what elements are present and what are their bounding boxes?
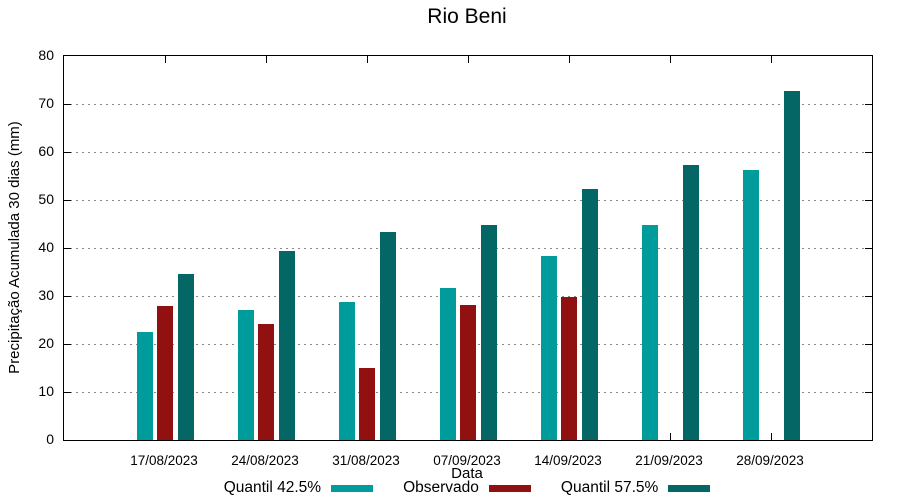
- bar: [581, 189, 598, 440]
- plot-area: [63, 55, 873, 441]
- gridline-y-60: [64, 152, 872, 153]
- y-tick-label: 30: [38, 287, 54, 303]
- bar: [258, 323, 274, 440]
- bar: [359, 368, 375, 440]
- x-tick-label: 24/08/2023: [231, 453, 299, 468]
- bar: [540, 255, 557, 440]
- y-tick-mark-left: [64, 104, 71, 105]
- x-tick-label: 28/09/2023: [736, 453, 804, 468]
- bar: [177, 273, 194, 440]
- y-tick-mark-left: [64, 296, 71, 297]
- legend-entry: Observado: [403, 479, 531, 497]
- y-tick-label: 70: [38, 95, 54, 111]
- bar: [682, 164, 699, 440]
- legend-label: Quantil 57.5%: [560, 479, 659, 496]
- legend-swatch: [668, 484, 711, 492]
- x-tick-mark-top: [266, 56, 267, 63]
- bar: [338, 302, 355, 440]
- y-tick-mark-left: [64, 152, 71, 153]
- gridline-y-30: [64, 296, 872, 297]
- bar: [561, 296, 577, 440]
- bar: [641, 224, 658, 440]
- x-tick-mark-top: [165, 56, 166, 63]
- y-tick-mark-right: [865, 344, 872, 345]
- x-tick-label: 07/09/2023: [433, 453, 501, 468]
- bar: [237, 309, 254, 440]
- legend-entry: Quantil 57.5%: [560, 479, 711, 497]
- x-tick-mark-top: [771, 56, 772, 63]
- bar: [460, 305, 476, 440]
- y-tick-mark-right: [865, 392, 872, 393]
- gridline-y-40: [64, 248, 872, 249]
- x-tick-mark-bottom: [771, 433, 772, 440]
- gridline-y-70: [64, 104, 872, 105]
- y-tick-label: 20: [38, 335, 54, 351]
- y-tick-mark-right: [865, 152, 872, 153]
- x-tick-mark-top: [569, 56, 570, 63]
- x-tick-label: 17/08/2023: [130, 453, 198, 468]
- y-tick-mark-right: [865, 104, 872, 105]
- x-tick-label: 21/09/2023: [635, 453, 703, 468]
- y-tick-mark-left: [64, 392, 71, 393]
- x-tick-mark-top: [468, 56, 469, 63]
- y-tick-mark-left: [64, 200, 71, 201]
- y-tick-label: 40: [38, 239, 54, 255]
- legend-swatch: [488, 484, 531, 492]
- bar: [136, 331, 153, 440]
- bar: [439, 287, 456, 440]
- legend: Quantil 42.5% Observado Quantil 57.5%: [63, 479, 871, 497]
- y-tick-mark-right: [865, 296, 872, 297]
- x-tick-label: 31/08/2023: [332, 453, 400, 468]
- legend-label: Quantil 42.5%: [223, 479, 322, 496]
- x-tick-label: 14/09/2023: [534, 453, 602, 468]
- chart-title: Rio Beni: [427, 5, 507, 28]
- x-tick-mark-bottom: [670, 433, 671, 440]
- bar: [278, 250, 295, 440]
- bar: [157, 305, 173, 440]
- y-tick-label: 60: [38, 143, 54, 159]
- y-tick-mark-left: [64, 344, 71, 345]
- bar: [783, 91, 800, 440]
- y-tick-label: 10: [38, 383, 54, 399]
- x-tick-mark-top: [670, 56, 671, 63]
- y-tick-label: 0: [46, 431, 54, 447]
- bar: [480, 225, 497, 440]
- legend-label: Observado: [403, 479, 479, 496]
- y-tick-label: 50: [38, 191, 54, 207]
- bar: [379, 232, 396, 440]
- y-tick-mark-right: [865, 248, 872, 249]
- bar: [742, 170, 759, 440]
- y-tick-mark-left: [64, 248, 71, 249]
- y-tick-mark-right: [865, 200, 872, 201]
- y-tick-label: 80: [38, 47, 54, 63]
- x-axis-label: Data: [451, 465, 483, 482]
- legend-swatch: [331, 484, 374, 492]
- x-tick-mark-top: [367, 56, 368, 63]
- legend-entry: Quantil 42.5%: [223, 479, 374, 497]
- gridline-y-50: [64, 200, 872, 201]
